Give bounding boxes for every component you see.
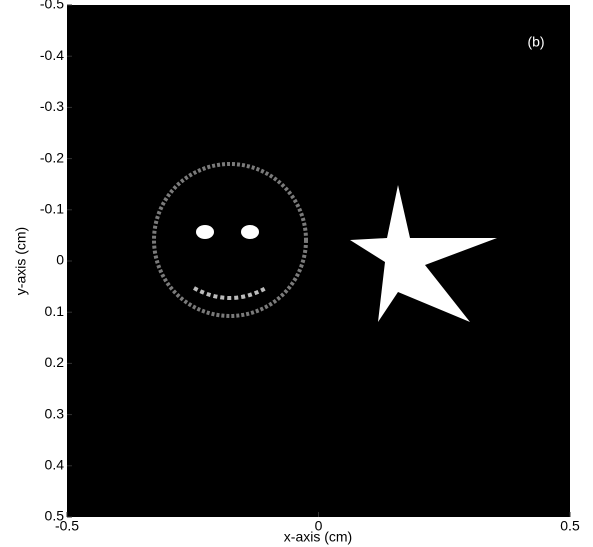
x-tick-label: 0 bbox=[315, 518, 323, 534]
y-tick-label: -0.4 bbox=[40, 47, 64, 63]
y-tick-label: 0.1 bbox=[45, 303, 65, 319]
y-tick-label: -0.3 bbox=[40, 98, 64, 114]
y-tick-label: 0.2 bbox=[45, 354, 65, 370]
y-tick-label: -0.5 bbox=[40, 0, 64, 12]
y-axis-label: y-axis (cm) bbox=[13, 227, 29, 295]
x-tick-label: 0.5 bbox=[560, 518, 580, 534]
smiley-eye bbox=[196, 225, 214, 239]
y-tick-label: -0.2 bbox=[40, 149, 64, 165]
y-tick-label: 0.4 bbox=[45, 457, 65, 473]
y-tick-label: -0.1 bbox=[40, 201, 64, 217]
y-tick-label: 0 bbox=[56, 252, 64, 268]
smiley-eye bbox=[241, 225, 259, 239]
x-tick-label: -0.5 bbox=[55, 518, 79, 534]
page: (b) x-axis (cm) y-axis (cm) -0.5-0.4-0.3… bbox=[0, 0, 593, 547]
image-area bbox=[67, 5, 570, 517]
chart: (b) x-axis (cm) y-axis (cm) -0.5-0.4-0.3… bbox=[0, 0, 593, 547]
y-tick-label: 0.3 bbox=[45, 405, 65, 421]
panel-label: (b) bbox=[527, 34, 544, 50]
